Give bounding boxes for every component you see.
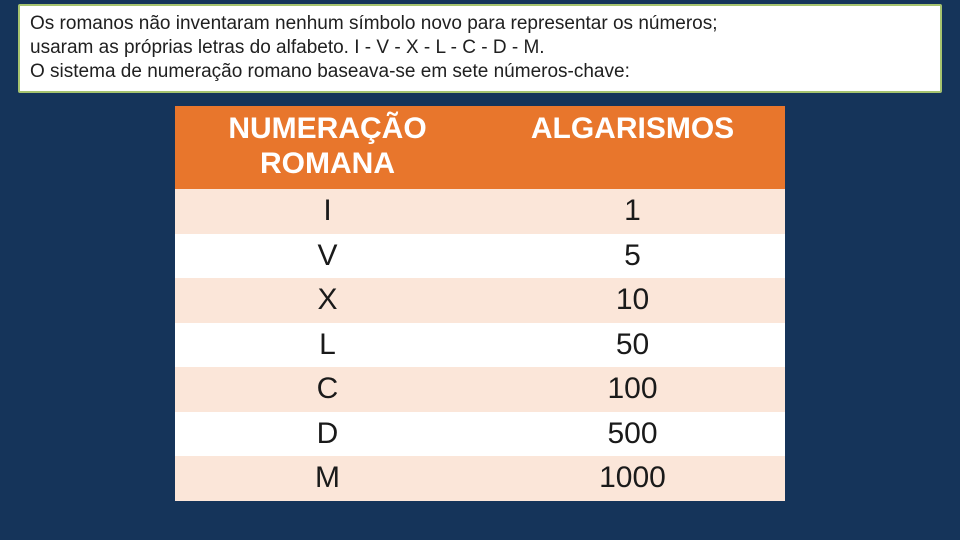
table-row: L 50 <box>175 323 785 368</box>
cell-value: 5 <box>480 234 785 279</box>
intro-line-3: O sistema de numeração romano baseava-se… <box>30 60 930 84</box>
roman-numerals-table: NUMERAÇÃO ROMANA ALGARISMOS I 1 V 5 X 10 <box>175 106 785 501</box>
table-row: V 5 <box>175 234 785 279</box>
cell-value: 100 <box>480 367 785 412</box>
col-header-roman: NUMERAÇÃO ROMANA <box>175 106 480 189</box>
cell-value: 10 <box>480 278 785 323</box>
table: NUMERAÇÃO ROMANA ALGARISMOS I 1 V 5 X 10 <box>175 106 785 501</box>
table-row: M 1000 <box>175 456 785 501</box>
cell-roman: I <box>175 189 480 234</box>
col-header-roman-label: NUMERAÇÃO ROMANA <box>228 112 426 180</box>
cell-value: 50 <box>480 323 785 368</box>
cell-roman: M <box>175 456 480 501</box>
table-row: D 500 <box>175 412 785 457</box>
cell-value: 1000 <box>480 456 785 501</box>
col-header-arabic-label: ALGARISMOS <box>531 112 734 145</box>
cell-value: 1 <box>480 189 785 234</box>
intro-box: Os romanos não inventaram nenhum símbolo… <box>18 4 942 93</box>
col-header-arabic: ALGARISMOS <box>480 106 785 189</box>
cell-roman: X <box>175 278 480 323</box>
cell-roman: C <box>175 367 480 412</box>
intro-line-2: usaram as próprias letras do alfabeto. I… <box>30 36 930 60</box>
table-row: C 100 <box>175 367 785 412</box>
cell-roman: V <box>175 234 480 279</box>
cell-roman: D <box>175 412 480 457</box>
cell-value: 500 <box>480 412 785 457</box>
table-row: X 10 <box>175 278 785 323</box>
intro-line-1: Os romanos não inventaram nenhum símbolo… <box>30 12 930 36</box>
table-row: I 1 <box>175 189 785 234</box>
cell-roman: L <box>175 323 480 368</box>
